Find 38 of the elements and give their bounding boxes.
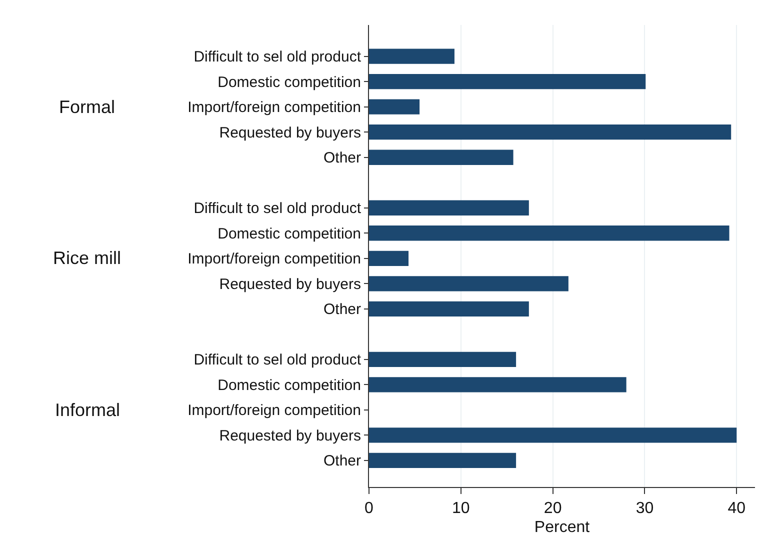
x-axis-title: Percent bbox=[534, 518, 590, 536]
y-tick-label: Import/foreign competition bbox=[188, 402, 361, 420]
y-tick-label: Domestic competition bbox=[218, 376, 361, 394]
bar bbox=[369, 452, 516, 468]
y-tick-label: Other bbox=[323, 452, 362, 470]
x-tick-label: 10 bbox=[452, 500, 470, 518]
y-tick-label: Difficult to sel old product bbox=[194, 200, 362, 218]
y-tick-label: Other bbox=[323, 150, 362, 167]
text: Rice mill bbox=[53, 248, 122, 268]
x-tick-label: 20 bbox=[544, 500, 562, 518]
y-tick-label: Requested by buyers bbox=[219, 124, 361, 142]
y-tick-label: Import/foreign competition bbox=[188, 99, 361, 116]
bar bbox=[369, 276, 568, 292]
x-tick-label: 40 bbox=[728, 500, 746, 518]
y-tick-label: Requested by buyers bbox=[219, 427, 361, 444]
bar bbox=[369, 124, 732, 140]
bar bbox=[369, 74, 646, 90]
bar bbox=[369, 301, 529, 316]
y-tick-label: Difficult to sel old product bbox=[194, 48, 362, 66]
bar bbox=[369, 200, 529, 216]
x-tick-label: 30 bbox=[636, 500, 654, 518]
y-tick-label: Requested by buyers bbox=[219, 276, 361, 293]
bar bbox=[369, 150, 514, 165]
bar bbox=[369, 250, 409, 266]
y-tick-label: Import/foreign competition bbox=[188, 250, 361, 268]
bar bbox=[369, 428, 737, 443]
text: Informal bbox=[55, 400, 120, 420]
bar bbox=[369, 99, 420, 114]
y-tick-label: Difficult to sel old product bbox=[194, 352, 362, 369]
x-tick-label: 0 bbox=[364, 500, 374, 518]
y-tick-label: Domestic competition bbox=[218, 74, 361, 91]
bar bbox=[369, 377, 626, 392]
bar bbox=[369, 352, 516, 368]
bar bbox=[369, 48, 454, 64]
y-tick-label: Domestic competition bbox=[218, 225, 361, 242]
text: Formal bbox=[59, 97, 116, 117]
y-tick-label: Other bbox=[323, 301, 362, 318]
bar bbox=[369, 226, 730, 241]
